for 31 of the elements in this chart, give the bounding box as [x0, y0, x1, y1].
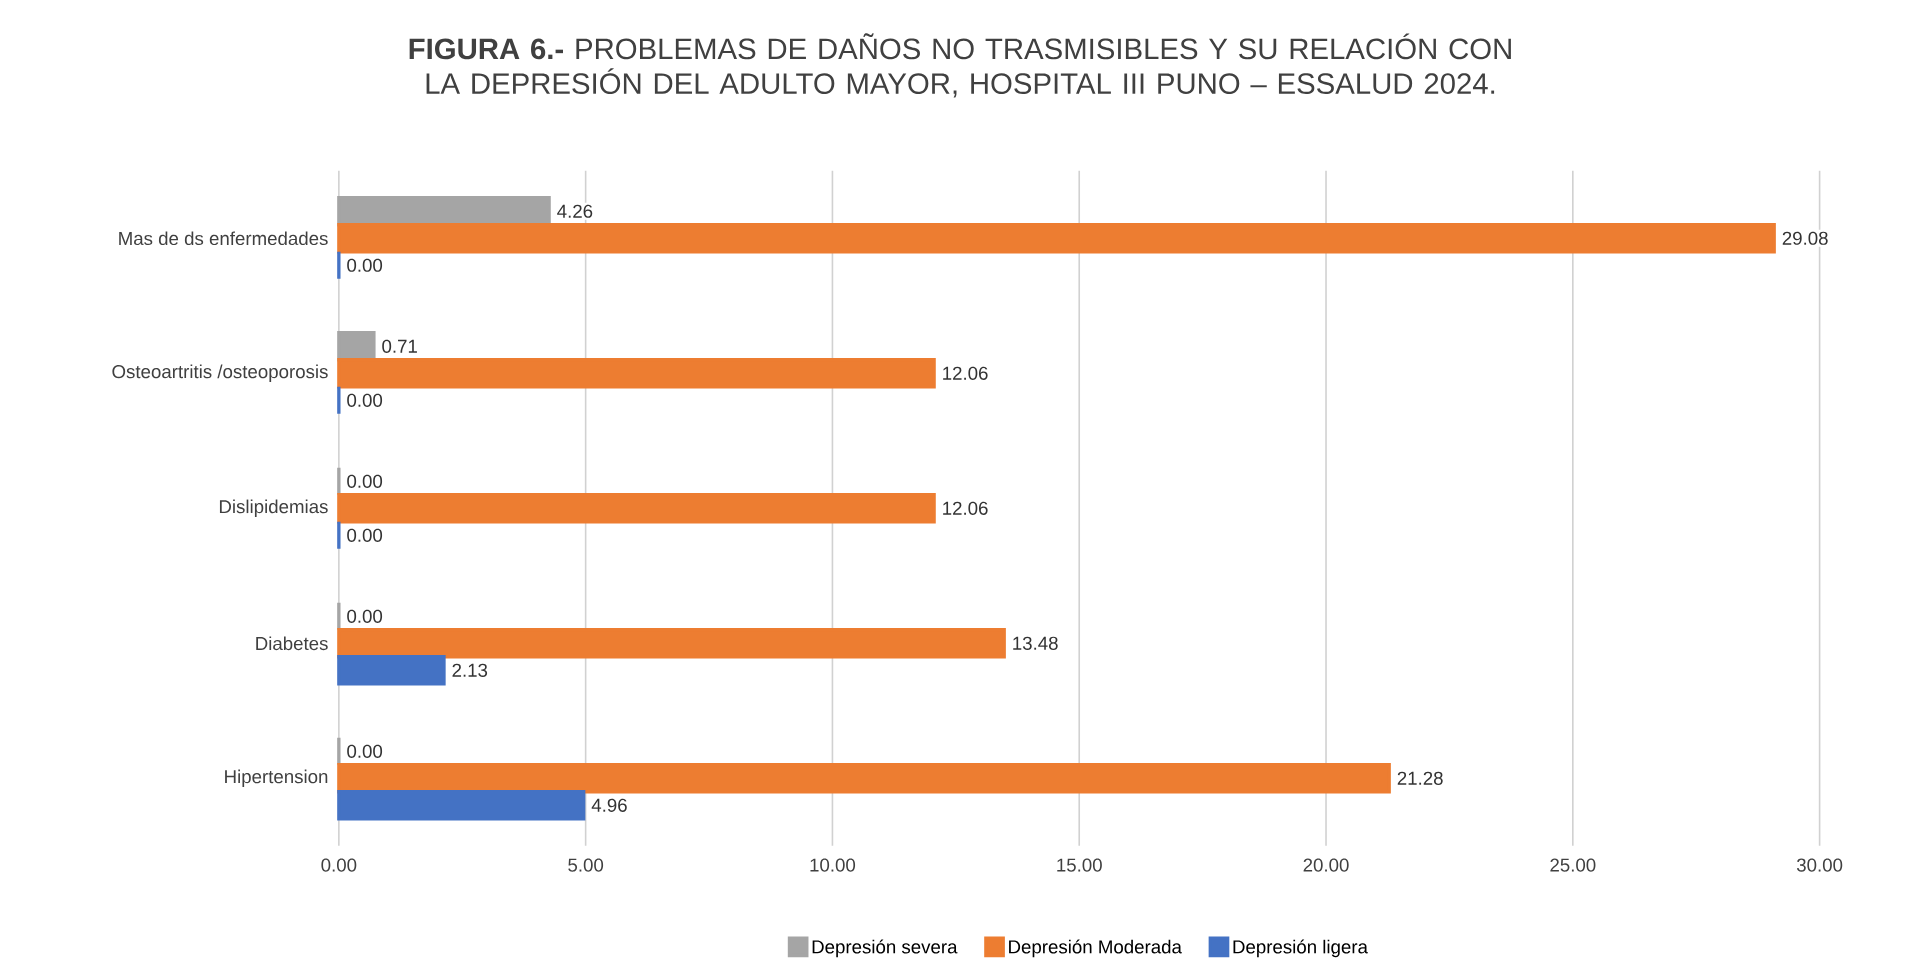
data-label: 12.06	[943, 366, 988, 381]
chart-title: FIGURA 6.- PROBLEMAS DE DAÑOS NO TRASMISIBLES Y SU RELACIÓN CON LA DEPRESIÓN DEL ADULTO MAYOR, HOSPITAL III PUNO – ESSALUD 2024.	[409, 33, 1511, 98]
legend-label: Depresión ligera	[1233, 939, 1368, 958]
legend-label: Depresión Moderada	[1009, 939, 1182, 958]
x-tick-label: 10.00	[810, 858, 856, 872]
data-label: 0.00	[347, 474, 383, 489]
data-label: 0.00	[347, 258, 383, 273]
data-label: 0.00	[347, 744, 383, 759]
data-label: 0.71	[382, 339, 417, 354]
x-tick-label: 0.00	[321, 858, 357, 872]
data-label: 13.48	[1013, 636, 1058, 651]
y-tick-label: Osteoartritis /osteoporosis	[112, 364, 328, 383]
x-tick-label: 5.00	[568, 858, 604, 872]
y-tick-label: Mas de ds enfermedades	[119, 231, 328, 246]
x-tick-label: 15.00	[1057, 858, 1102, 872]
y-tick-label: Dislipidemias	[219, 499, 328, 518]
data-label: 12.06	[943, 501, 988, 516]
x-tick-label: 30.00	[1796, 858, 1843, 872]
y-tick-label: Diabetes	[256, 636, 328, 651]
legend-label: Depresión severa	[812, 939, 958, 958]
data-label: 4.26	[557, 204, 593, 219]
data-label: 29.08	[1782, 231, 1828, 246]
y-tick-label: Hipertension	[225, 769, 328, 788]
data-label: 0.00	[347, 528, 383, 543]
data-label: 2.13	[452, 663, 488, 678]
x-tick-label: 20.00	[1303, 858, 1349, 872]
data-label: 0.00	[347, 609, 383, 624]
data-label: 4.96	[591, 798, 627, 813]
data-label: 0.00	[347, 393, 383, 408]
x-tick-label: 25.00	[1550, 858, 1596, 872]
data-label: 21.28	[1397, 771, 1443, 786]
